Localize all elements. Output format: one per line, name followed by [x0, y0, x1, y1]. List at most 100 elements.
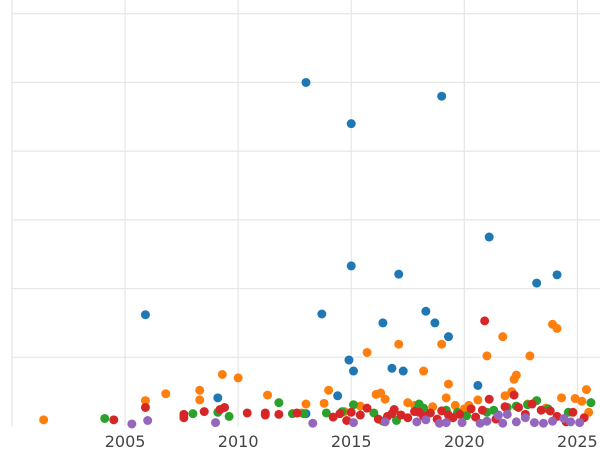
data-point — [498, 418, 508, 428]
data-point — [538, 418, 548, 428]
data-point — [39, 415, 49, 425]
data-point — [376, 388, 386, 398]
data-point — [412, 417, 422, 427]
data-point — [308, 418, 318, 428]
data-point — [396, 410, 406, 420]
data-point — [299, 409, 309, 419]
x-axis-ticks: 2005 2010 2015 2020 2025 — [105, 432, 598, 450]
data-point — [346, 407, 356, 417]
data-point — [457, 418, 467, 428]
data-point — [557, 393, 567, 403]
data-point — [482, 416, 492, 426]
data-point — [211, 418, 221, 428]
data-point — [233, 373, 243, 383]
data-point — [448, 413, 458, 423]
data-point — [380, 417, 390, 427]
data-point — [462, 411, 472, 421]
data-point — [143, 416, 153, 426]
data-point — [346, 261, 356, 271]
data-point — [566, 417, 576, 427]
data-point — [179, 409, 189, 419]
data-point — [333, 391, 343, 401]
data-point — [511, 417, 521, 427]
data-point — [552, 270, 562, 280]
data-point — [421, 415, 431, 425]
data-point — [161, 389, 171, 399]
data-point — [498, 332, 508, 342]
data-point — [502, 409, 512, 419]
data-point — [520, 413, 530, 423]
data-points — [39, 77, 596, 429]
data-point — [140, 396, 150, 406]
grid — [11, 0, 600, 426]
data-point — [328, 412, 338, 422]
data-point — [529, 418, 539, 428]
data-point — [362, 347, 372, 357]
series-2 — [100, 396, 596, 426]
data-point — [477, 405, 487, 415]
data-point — [195, 385, 205, 395]
data-point — [471, 412, 481, 422]
data-point — [301, 399, 311, 409]
data-point — [493, 411, 503, 421]
data-point — [484, 232, 494, 242]
data-point — [188, 409, 198, 419]
data-point — [475, 418, 485, 428]
data-point — [509, 390, 519, 400]
data-point — [217, 369, 227, 379]
data-point — [570, 394, 580, 404]
data-point — [342, 416, 352, 426]
data-point — [441, 418, 451, 428]
data-point — [552, 323, 562, 333]
data-point — [140, 402, 150, 412]
data-point — [473, 395, 483, 405]
data-point — [466, 404, 476, 414]
data-point — [335, 409, 345, 419]
data-point — [242, 408, 252, 418]
data-point — [100, 413, 110, 423]
data-point — [355, 410, 365, 420]
series-4 — [127, 409, 585, 429]
data-point — [394, 339, 404, 349]
data-point — [581, 385, 591, 395]
data-point — [263, 390, 273, 400]
data-point — [195, 395, 205, 405]
data-point — [380, 394, 390, 404]
data-point — [260, 410, 270, 420]
data-point — [434, 418, 444, 428]
data-point — [419, 366, 429, 376]
data-point — [346, 119, 356, 129]
data-point — [425, 408, 435, 418]
data-point — [292, 408, 302, 418]
data-point — [355, 401, 365, 411]
data-point — [443, 379, 453, 389]
x-tick-label: 2025 — [557, 432, 598, 450]
data-point — [348, 366, 358, 376]
data-point — [274, 398, 284, 408]
data-point — [224, 411, 234, 421]
data-point — [441, 393, 451, 403]
data-point — [140, 310, 150, 320]
data-point — [387, 363, 397, 373]
x-tick-label: 2005 — [105, 432, 146, 450]
data-point — [484, 394, 494, 404]
data-point — [437, 91, 447, 101]
data-point — [369, 408, 379, 418]
data-point — [443, 332, 453, 342]
data-point — [577, 396, 587, 406]
data-point — [482, 351, 492, 361]
data-point — [213, 393, 223, 403]
data-point — [373, 414, 383, 424]
data-point — [430, 318, 440, 328]
data-point — [421, 306, 431, 316]
data-point — [403, 413, 413, 423]
data-point — [348, 400, 358, 410]
data-point — [500, 402, 510, 412]
data-point — [559, 413, 569, 423]
data-point — [301, 77, 311, 87]
x-tick-label: 2020 — [444, 432, 485, 450]
data-point — [199, 407, 209, 417]
data-point — [473, 380, 483, 390]
data-point — [414, 407, 424, 417]
data-point — [127, 419, 137, 429]
